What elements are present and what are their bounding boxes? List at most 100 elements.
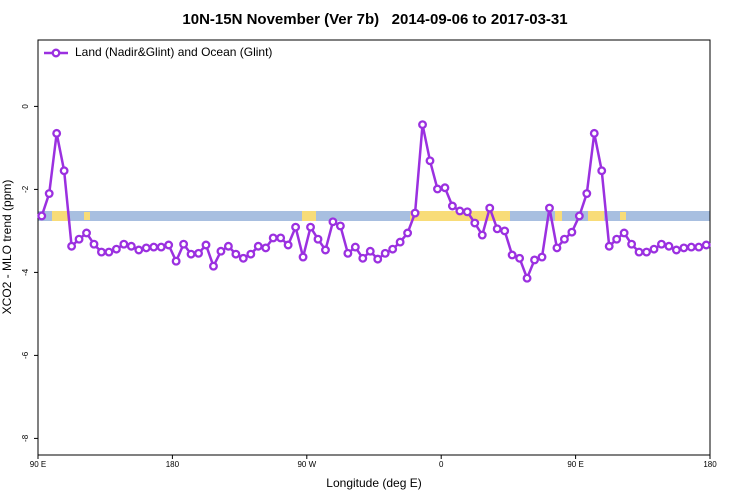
y-tick-label: -4 xyxy=(21,268,30,276)
plot-frame xyxy=(37,39,711,456)
map-band xyxy=(38,211,710,221)
data-point xyxy=(574,211,584,221)
data-point xyxy=(283,240,293,250)
land-patch xyxy=(302,211,316,221)
x-tick-label: 90 W xyxy=(297,460,316,469)
data-point xyxy=(410,208,420,218)
data-point xyxy=(477,230,487,240)
land-patch xyxy=(410,211,510,221)
data-point xyxy=(321,245,330,255)
data-point xyxy=(373,254,383,264)
data-point xyxy=(111,244,121,254)
data-point xyxy=(485,203,495,213)
data-point xyxy=(671,245,681,255)
data-point xyxy=(649,244,659,254)
legend-marker xyxy=(51,48,61,58)
data-point xyxy=(216,246,226,256)
land-patch xyxy=(84,212,90,220)
data-point xyxy=(634,247,644,257)
data-point xyxy=(559,234,569,244)
data-point xyxy=(231,249,241,259)
data-point xyxy=(440,183,450,193)
data-point xyxy=(253,241,263,251)
land-patch xyxy=(620,212,626,220)
data-point xyxy=(52,128,62,138)
data-point xyxy=(298,252,308,262)
data-point xyxy=(582,189,592,198)
land-patch xyxy=(588,211,604,221)
data-point xyxy=(686,242,696,252)
data-point xyxy=(328,217,338,227)
data-point xyxy=(612,234,622,244)
data-point xyxy=(67,241,77,251)
data-point xyxy=(134,245,144,255)
data-point xyxy=(395,237,405,247)
data-point xyxy=(149,242,159,252)
data-point xyxy=(455,206,465,216)
data-point xyxy=(306,222,315,232)
data-point xyxy=(403,228,413,238)
data-point xyxy=(343,248,353,258)
data-point xyxy=(522,273,532,283)
data-point xyxy=(664,241,674,251)
x-tick-label: 90 E xyxy=(567,460,583,469)
data-point xyxy=(462,207,472,217)
land-patch xyxy=(52,211,68,221)
y-tick-label: -6 xyxy=(21,351,30,359)
land-patch xyxy=(555,211,562,221)
data-point xyxy=(604,241,614,251)
data-point xyxy=(246,249,256,259)
y-tick-label: 0 xyxy=(21,104,30,109)
legend-label: Land (Nadir&Glint) and Ocean (Glint) xyxy=(75,45,272,59)
data-point xyxy=(201,240,211,250)
y-tick-label: -2 xyxy=(21,185,30,193)
chart-title: 10N-15N November (Ver 7b) 2014-09-06 to … xyxy=(182,11,567,28)
y-axis-label: XCO2 - MLO trend (ppm) xyxy=(0,180,14,315)
data-point xyxy=(567,227,577,237)
data-point xyxy=(223,241,233,251)
data-point xyxy=(642,247,651,257)
data-point xyxy=(186,249,196,259)
data-point xyxy=(276,233,286,243)
data-point xyxy=(89,239,99,249)
data-point xyxy=(619,228,629,238)
data-point xyxy=(447,201,457,211)
data-point xyxy=(59,166,69,176)
y-tick-label: -8 xyxy=(21,434,30,442)
data-point xyxy=(358,253,368,263)
data-point xyxy=(657,239,666,249)
data-point xyxy=(37,211,47,221)
data-point xyxy=(82,228,91,238)
data-point xyxy=(209,261,218,271)
data-point xyxy=(537,252,547,262)
data-point xyxy=(164,240,174,250)
data-point xyxy=(194,248,203,258)
data-point xyxy=(179,239,189,249)
data-point xyxy=(507,250,517,260)
data-point xyxy=(530,255,539,265)
data-point xyxy=(418,120,427,130)
data-point xyxy=(694,242,704,252)
data-point xyxy=(515,253,525,263)
data-point xyxy=(492,224,502,234)
x-tick-label: 180 xyxy=(166,460,180,469)
data-point xyxy=(97,247,106,257)
data-point xyxy=(141,243,151,253)
data-point xyxy=(679,243,689,253)
ocean-band xyxy=(38,211,710,221)
data-point xyxy=(627,239,637,249)
data-point xyxy=(545,203,554,213)
data-point xyxy=(171,256,181,266)
x-tick-label: 90 E xyxy=(30,460,46,469)
data-point xyxy=(380,248,390,258)
data-point xyxy=(350,242,360,252)
data-point xyxy=(126,241,136,251)
data-point xyxy=(597,166,607,176)
data-point xyxy=(701,240,711,250)
data-point xyxy=(500,226,510,236)
data-point xyxy=(119,239,129,249)
x-tick-label: 0 xyxy=(439,460,444,469)
data-point xyxy=(365,246,375,256)
x-axis-label: Longitude (deg E) xyxy=(326,476,421,490)
